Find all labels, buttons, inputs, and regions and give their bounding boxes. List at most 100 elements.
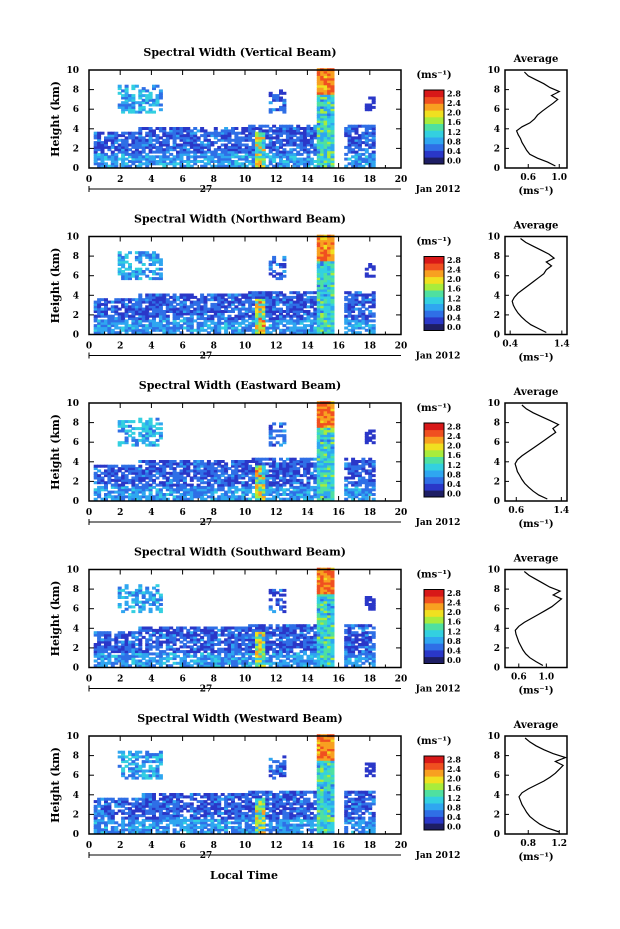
heatmap-cell	[104, 474, 108, 478]
heatmap-cell	[248, 640, 253, 644]
average-title: Average	[513, 221, 559, 232]
heatmap-cell	[261, 326, 266, 330]
heatmap-cell	[224, 148, 229, 152]
heatmap-cell	[110, 650, 115, 654]
heatmap-cell	[279, 96, 283, 100]
heatmap-cell	[227, 645, 232, 649]
heatmap-cell	[114, 650, 119, 654]
heatmap-cell	[327, 89, 332, 93]
heatmap-cell	[138, 302, 143, 306]
colorbar-tick-label: 2.0	[447, 108, 461, 118]
heatmap-cell	[244, 127, 249, 130]
heatmap-cell	[155, 162, 160, 166]
colorbar-tick-label: 1.6	[447, 284, 461, 294]
heatmap-cell	[323, 152, 328, 156]
heatmap-cell	[141, 635, 146, 639]
heatmap-cell	[299, 302, 304, 306]
heatmap-cell	[275, 138, 280, 142]
heatmap-cell	[138, 272, 143, 276]
x-tick-label: 16	[332, 342, 345, 352]
heatmap-cell	[255, 152, 259, 156]
heatmap-cell	[316, 251, 321, 255]
heatmap-cell	[289, 314, 294, 318]
heatmap-cell	[323, 481, 328, 485]
heatmap-cell	[234, 474, 239, 478]
heatmap-cell	[231, 302, 235, 306]
heatmap-cell	[241, 295, 246, 299]
heatmap-cell	[296, 326, 301, 330]
heatmap-cell	[165, 141, 170, 145]
heatmap-cell	[234, 148, 239, 152]
heatmap-cell	[241, 314, 246, 318]
heatmap-cell	[316, 80, 321, 83]
heatmap-cell	[237, 317, 242, 321]
average-y-tick-label: 2	[494, 144, 500, 154]
heatmap-cell	[145, 467, 150, 471]
day-label: 27	[200, 352, 213, 362]
heatmap-cell	[206, 635, 211, 639]
heatmap-cell	[258, 310, 263, 313]
heatmap-cell	[138, 328, 143, 332]
heatmap-cell	[316, 255, 321, 259]
heatmap-cell	[316, 478, 321, 482]
heatmap-cell	[354, 136, 359, 140]
heatmap-cell	[158, 603, 163, 606]
heatmap-cell	[97, 633, 102, 637]
heatmap-cell	[303, 469, 307, 473]
heatmap-cell	[282, 462, 287, 466]
heatmap-cell	[368, 478, 373, 482]
heatmap-cell	[165, 328, 170, 332]
heatmap-cell	[165, 131, 170, 135]
heatmap-cell	[114, 152, 119, 156]
heatmap-cell	[217, 664, 222, 668]
heatmap-cell	[152, 645, 156, 649]
heatmap-cell	[282, 263, 287, 266]
heatmap-cell	[364, 321, 369, 325]
heatmap-cell	[145, 443, 150, 447]
heatmap-cell	[268, 129, 273, 133]
colorbar-tick-label: 0.0	[447, 489, 461, 499]
heatmap-cell	[134, 638, 139, 642]
heatmap-cell	[255, 326, 259, 330]
heatmap-cell	[255, 481, 259, 485]
heatmap-cell	[347, 124, 352, 128]
heatmap-cell	[255, 127, 259, 130]
heatmap-cell	[371, 129, 376, 133]
heatmap-cell	[193, 162, 198, 166]
heatmap-cell	[169, 157, 174, 161]
heatmap-cell	[361, 157, 366, 161]
heatmap-cell	[231, 460, 235, 463]
heatmap-cell	[131, 105, 136, 109]
heatmap-cell	[357, 324, 362, 328]
heatmap-cell	[155, 141, 160, 145]
heatmap-cell	[241, 300, 246, 304]
heatmap-cell	[138, 157, 143, 161]
heatmap-cell	[330, 255, 335, 259]
y-tick-label: 10	[66, 66, 79, 76]
heatmap-cell	[241, 321, 246, 325]
heatmap-cell	[224, 638, 229, 642]
heatmap-cell	[261, 152, 266, 156]
heatmap-cell	[261, 291, 266, 295]
heatmap-cell	[296, 467, 301, 471]
heatmap-cell	[152, 253, 156, 257]
heatmap-cell	[217, 464, 222, 468]
heatmap-cell	[275, 300, 280, 304]
heatmap-cell	[200, 654, 205, 658]
heatmap-cell	[131, 640, 136, 644]
heatmap-cell	[220, 628, 225, 632]
heatmap-cell	[165, 643, 170, 646]
heatmap-cell	[196, 155, 201, 159]
heatmap-cell	[272, 469, 277, 473]
heatmap-cell	[124, 640, 129, 644]
heatmap-cell	[121, 328, 126, 332]
heatmap-cell	[255, 485, 259, 489]
heatmap-cell	[182, 307, 187, 311]
heatmap-cell	[344, 321, 349, 325]
heatmap-cell	[272, 305, 277, 309]
heatmap-cell	[227, 150, 232, 154]
colorbar-swatch	[424, 323, 444, 331]
heatmap-cell	[316, 317, 321, 321]
heatmap-cell	[186, 138, 191, 142]
heatmap-cell	[330, 244, 335, 248]
